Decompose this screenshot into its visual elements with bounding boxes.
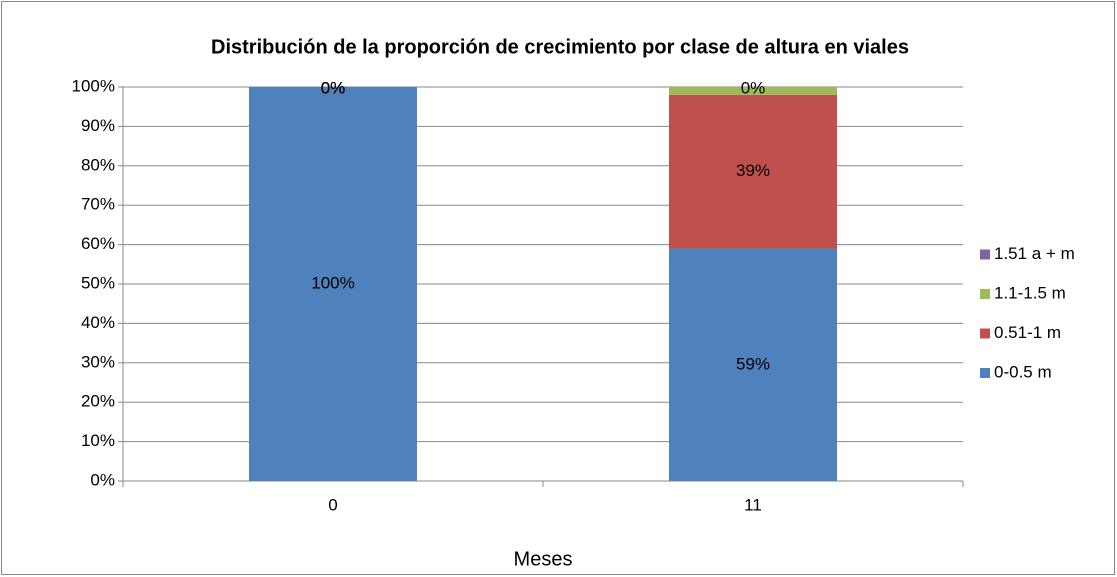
chart-title: Distribución de la proporción de crecimi… bbox=[211, 36, 909, 58]
y-tick-label: 50% bbox=[81, 273, 115, 292]
y-tick-label: 10% bbox=[81, 431, 115, 450]
y-tick-label: 80% bbox=[81, 155, 115, 174]
data-label: 0% bbox=[321, 78, 346, 97]
y-tick-label: 90% bbox=[81, 116, 115, 135]
y-tick-label: 60% bbox=[81, 234, 115, 253]
bar-segment bbox=[249, 87, 417, 481]
legend-swatch bbox=[980, 289, 990, 299]
x-tick-label: 0 bbox=[328, 495, 337, 514]
y-tick-label: 70% bbox=[81, 195, 115, 214]
data-label: 0% bbox=[741, 78, 766, 97]
data-label: 100% bbox=[311, 273, 354, 292]
x-tick-label: 11 bbox=[744, 495, 762, 514]
x-axis-title: Meses bbox=[514, 548, 573, 570]
bar-segment bbox=[669, 87, 837, 95]
bar-segment bbox=[669, 248, 837, 481]
legend-swatch bbox=[980, 368, 990, 378]
legend-label: 0-0.5 m bbox=[994, 362, 1052, 381]
y-tick-label: 40% bbox=[81, 313, 115, 332]
legend-swatch bbox=[980, 328, 990, 339]
data-label: 0% bbox=[321, 78, 346, 97]
y-tick-label: 30% bbox=[81, 352, 115, 371]
legend-label: 0.51-1 m bbox=[994, 323, 1061, 342]
y-tick-label: 0% bbox=[90, 470, 115, 489]
y-tick-label: 100% bbox=[72, 76, 115, 95]
y-tick-label: 20% bbox=[81, 392, 115, 411]
legend-label: 1.1-1.5 m bbox=[994, 283, 1066, 302]
data-label: 59% bbox=[736, 354, 770, 373]
data-label: 39% bbox=[736, 161, 770, 180]
legend-swatch bbox=[980, 249, 990, 260]
legend-label: 1.51 a + m bbox=[994, 244, 1075, 263]
bar-segment bbox=[669, 94, 837, 249]
data-label: 0% bbox=[321, 78, 346, 97]
